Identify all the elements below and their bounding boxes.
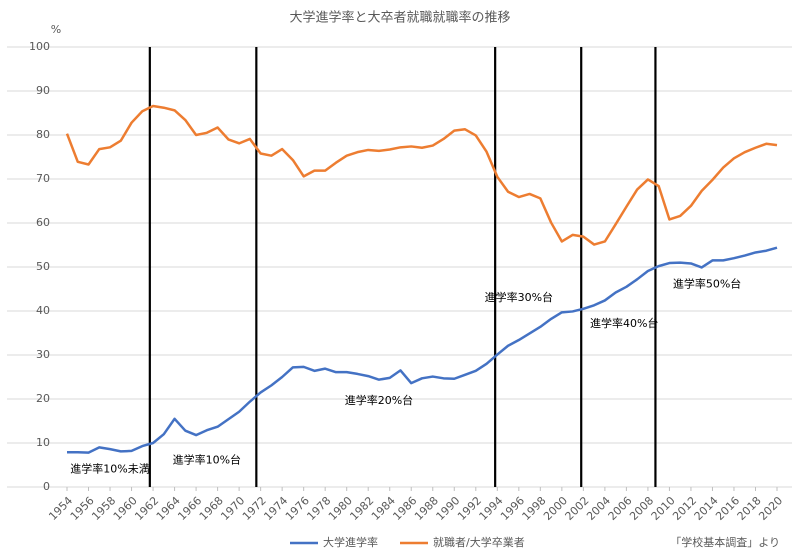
x-tick-label: 2020 <box>756 494 785 523</box>
x-tick-label: 2008 <box>627 494 656 523</box>
y-tick-label: 70 <box>36 172 50 185</box>
annotation: 進学率30%台 <box>485 290 553 304</box>
x-tick-label: 2014 <box>692 494 721 523</box>
x-tick-label: 1960 <box>111 494 140 523</box>
x-tick-label: 1972 <box>240 494 269 523</box>
legend-label: 大学進学率 <box>323 535 378 549</box>
annotation: 進学率10%台 <box>173 453 241 467</box>
x-tick-label: 2016 <box>713 494 742 523</box>
x-tick-label: 1994 <box>477 494 506 523</box>
y-unit: % <box>51 23 61 36</box>
x-tick-label: 1990 <box>434 494 463 523</box>
x-tick-label: 2012 <box>670 494 699 523</box>
y-tick-label: 90 <box>36 84 50 97</box>
x-tick-label: 1958 <box>89 494 118 523</box>
x-tick-label: 1978 <box>304 494 333 523</box>
x-tick-label: 1956 <box>68 494 97 523</box>
y-tick-label: 20 <box>36 392 50 405</box>
x-tick-label: 2002 <box>563 494 592 523</box>
x-tick-label: 2018 <box>735 494 764 523</box>
chart-title: 大学進学率と大卒者就職就職率の推移 <box>289 10 510 26</box>
x-tick-label: 2010 <box>649 494 678 523</box>
x-tick-label: 1982 <box>347 494 376 523</box>
x-tick-label: 2004 <box>584 494 613 523</box>
x-tick-label: 1988 <box>412 494 441 523</box>
x-tick-label: 1998 <box>520 494 549 523</box>
annotation: 進学率50%台 <box>673 277 741 291</box>
x-tick-label: 1976 <box>283 494 312 523</box>
x-tick-label: 1986 <box>390 494 419 523</box>
y-tick-label: 10 <box>36 436 50 449</box>
x-tick-label: 1992 <box>455 494 484 523</box>
x-tick-label: 1966 <box>175 494 204 523</box>
y-tick-label: 60 <box>36 216 50 229</box>
source-note: 「学校基本調査」より <box>670 535 780 549</box>
x-tick-label: 1968 <box>197 494 226 523</box>
x-tick-label: 1954 <box>46 494 75 523</box>
y-tick-label: 30 <box>36 348 50 361</box>
y-tick-label: 100 <box>29 40 50 53</box>
y-tick-label: 40 <box>36 304 50 317</box>
y-tick-label: 50 <box>36 260 50 273</box>
annotation: 進学率40%台 <box>590 316 658 330</box>
x-tick-label: 1970 <box>218 494 247 523</box>
y-tick-label: 80 <box>36 128 50 141</box>
x-tick-label: 1974 <box>261 494 290 523</box>
series-line <box>67 246 778 454</box>
x-tick-label: 1996 <box>498 494 527 523</box>
x-tick-label: 1962 <box>132 494 161 523</box>
y-tick-label: 0 <box>43 480 50 493</box>
series-line <box>65 104 778 246</box>
x-tick-label: 2000 <box>541 494 570 523</box>
x-tick-label: 1964 <box>154 494 183 523</box>
x-tick-label: 1984 <box>369 494 398 523</box>
legend-label: 就職者/大学卒業者 <box>433 535 525 549</box>
x-tick-label: 1980 <box>326 494 355 523</box>
annotation: 進学率10%未満 <box>70 461 149 475</box>
x-tick-label: 2006 <box>606 494 635 523</box>
annotation: 進学率20%台 <box>345 393 413 407</box>
